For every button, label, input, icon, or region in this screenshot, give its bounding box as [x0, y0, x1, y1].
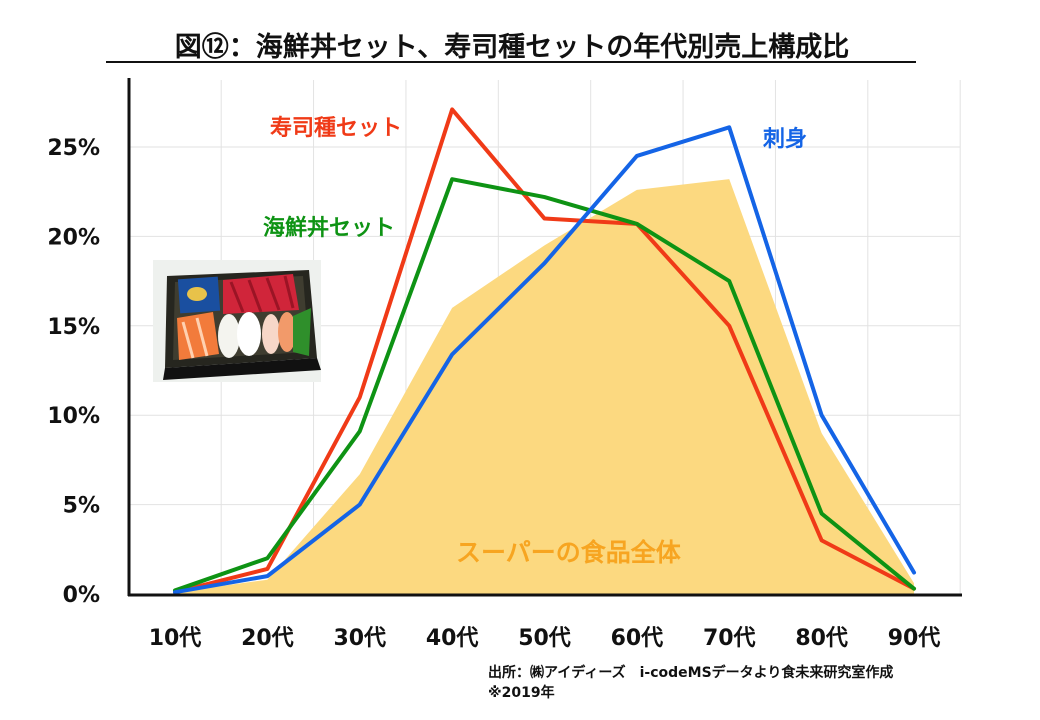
source-line-1: 出所：㈱アイディーズ i-codeMSデータより食未来研究室作成 — [488, 664, 893, 681]
x-tick-label: 20代 — [241, 626, 294, 651]
series-label-kaisendon: 海鮮丼セット — [263, 215, 395, 241]
y-tick-label: 25% — [47, 136, 100, 161]
y-tick-label: 15% — [47, 315, 100, 340]
y-tick-label: 10% — [47, 404, 100, 429]
x-tick-labels: 10代 20代 30代 40代 50代 60代 70代 80代 90代 — [149, 626, 941, 651]
x-tick-label: 80代 — [795, 626, 848, 651]
x-tick-label: 50代 — [518, 626, 571, 651]
series-label-sashimi: 刺身 — [763, 126, 807, 152]
y-tick-label: 5% — [63, 494, 100, 519]
x-tick-label: 30代 — [333, 626, 386, 651]
y-tick-labels: 0% 5% 10% 15% 20% 25% — [47, 136, 100, 608]
chart-title: 図⑫：海鮮丼セット、寿司種セットの年代別売上構成比 — [175, 31, 849, 63]
source-line-2: ※2019年 — [488, 684, 555, 701]
line-series — [173, 107, 916, 595]
x-tick-label: 40代 — [426, 626, 479, 651]
series-label-supermarket: スーパーの食品全体 — [456, 538, 682, 567]
series-label-sushi: 寿司種セット — [270, 115, 402, 141]
y-tick-label: 20% — [47, 225, 100, 250]
x-tick-label: 90代 — [888, 626, 941, 651]
line-sushi — [173, 107, 916, 595]
sashimi-tray-photo — [153, 260, 321, 382]
line-kaisendon — [173, 177, 916, 593]
x-tick-label: 60代 — [611, 626, 664, 651]
y-tick-label: 0% — [63, 583, 100, 608]
x-tick-label: 10代 — [149, 626, 202, 651]
x-tick-label: 70代 — [703, 626, 756, 651]
line-sashimi — [173, 125, 916, 595]
